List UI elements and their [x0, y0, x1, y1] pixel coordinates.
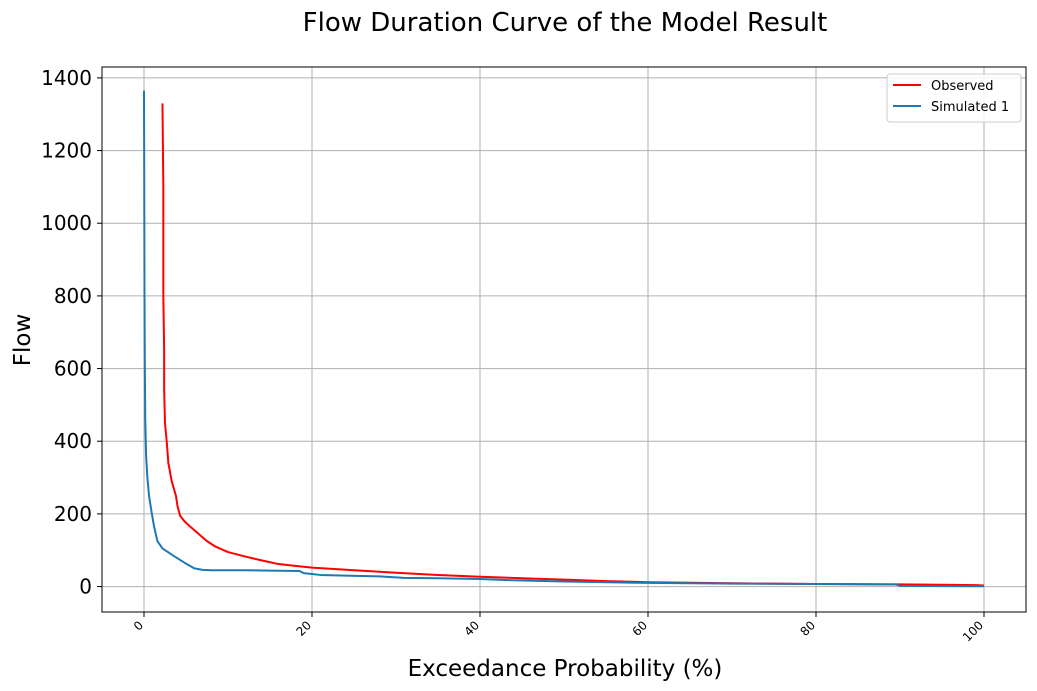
plot-frame: [101, 66, 1027, 613]
y-axis-ticks: 0 200 400 600 800 1000 1200 1400: [41, 66, 102, 599]
y-tick-label: 600: [54, 357, 92, 381]
legend-label-simulated-1: Simulated 1: [931, 100, 1009, 115]
y-tick-label: 1200: [41, 139, 92, 163]
x-tick-label: 100: [960, 618, 986, 644]
x-tick-label: 80: [797, 618, 818, 639]
y-tick-label: 800: [54, 284, 92, 308]
x-tick-label: 40: [461, 618, 482, 639]
y-tick-label: 0: [79, 575, 92, 599]
y-tick-label: 1000: [41, 211, 92, 235]
y-tick-label: 400: [54, 429, 92, 453]
series-line-simulated-1: [143, 90, 985, 588]
x-tick-label: 60: [629, 618, 650, 639]
x-tick-label: 0: [131, 618, 146, 633]
x-axis-ticks: 0 20 40 60 80 100: [131, 612, 986, 644]
series-layer: [143, 90, 985, 588]
y-tick-label: 1400: [41, 66, 92, 90]
legend-label-observed: Observed: [931, 79, 994, 94]
chart-title: Flow Duration Curve of the Model Result: [303, 8, 828, 38]
y-tick-label: 200: [54, 502, 92, 526]
x-tick-label: 20: [293, 618, 314, 639]
x-axis-label: Exceedance Probability (%): [408, 656, 723, 682]
legend: Observed Simulated 1: [886, 73, 1022, 123]
series-line-observed: [161, 103, 985, 587]
y-axis-label: Flow: [10, 314, 36, 367]
grid-lines: [102, 67, 1026, 612]
